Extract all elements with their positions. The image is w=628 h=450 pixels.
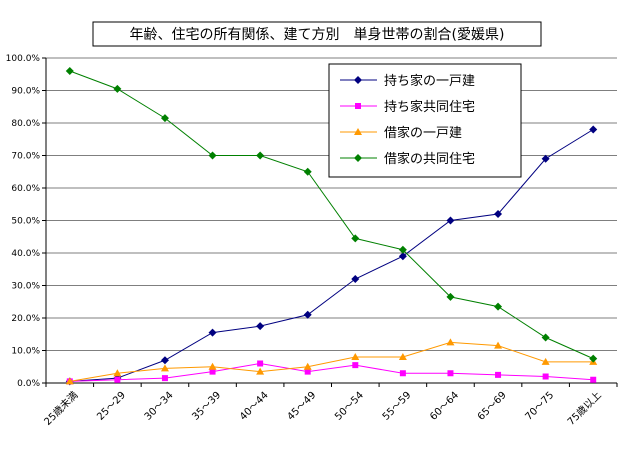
data-point: [542, 373, 549, 380]
legend-item: 持ち家共同住宅: [340, 99, 475, 115]
data-point: [209, 368, 216, 375]
y-tick-label: 80.0%: [11, 119, 40, 129]
data-point: [208, 151, 217, 160]
x-tick-label: 25歳未満: [42, 389, 81, 428]
series-line: [69, 70, 594, 360]
y-tick-label: 70.0%: [11, 152, 40, 162]
data-point: [351, 234, 360, 243]
data-point: [590, 376, 597, 383]
x-tick-label: 30～34: [143, 390, 176, 423]
data-point: [541, 357, 550, 365]
data-point: [352, 362, 359, 369]
legend-swatch-marker: [355, 103, 361, 109]
data-point: [256, 367, 265, 375]
data-point: [208, 362, 217, 370]
legend-label: 持ち家の一戸建: [384, 73, 475, 89]
data-point: [114, 376, 121, 383]
data-point: [256, 322, 265, 331]
x-tick-label: 50～54: [333, 390, 366, 423]
y-tick-label: 40.0%: [11, 249, 40, 259]
data-point: [398, 245, 407, 254]
legend-item: 借家の一戸建: [340, 125, 462, 141]
y-tick-labels: 0.0% 10.0% 20.0% 30.0% 40.0% 50.0% 60.0% 70.0% 8…: [6, 54, 41, 389]
data-point: [494, 302, 503, 311]
series-line: [69, 362, 594, 382]
y-tick-label: 20.0%: [11, 314, 40, 324]
x-tick-label: 75歳以上: [565, 389, 604, 428]
y-tick-label: 100.0%: [6, 54, 41, 64]
data-point: [65, 67, 74, 75]
data-point: [398, 252, 407, 261]
data-point: [541, 154, 550, 163]
data-point: [494, 341, 503, 349]
x-tick-label: 70～75: [523, 390, 556, 423]
data-point: [113, 369, 122, 377]
data-point: [303, 362, 312, 370]
x-tick-label: 60～64: [428, 390, 461, 423]
data-point: [160, 356, 169, 365]
y-tick-label: 90.0%: [11, 87, 40, 97]
legend-swatch-marker: [354, 154, 362, 162]
x-tick-label: 35～39: [190, 390, 223, 423]
y-tick-label: 0.0%: [17, 379, 40, 389]
data-point: [446, 338, 455, 346]
data-point: [304, 368, 311, 375]
data-point: [351, 275, 360, 283]
series-1: [65, 125, 598, 386]
chart-title: 年齢、住宅の所有関係、建て方別 単身世帯の割合(愛媛県): [92, 21, 542, 47]
y-tick-label: 60.0%: [11, 184, 40, 194]
title-text: 年齢、住宅の所有関係、建て方別 単身世帯の割合(愛媛県): [130, 26, 505, 43]
data-point: [446, 292, 455, 301]
data-point: [447, 370, 454, 377]
data-point: [65, 377, 74, 385]
y-tick-label: 50.0%: [11, 217, 40, 227]
x-tick-label: 55～59: [381, 390, 414, 423]
legend-label: 借家の共同住宅: [384, 151, 475, 167]
series: [65, 67, 598, 386]
legend-item: 持ち家の一戸建: [340, 73, 475, 89]
x-tick-label: 65～69: [476, 390, 509, 423]
legend-item: 借家の共同住宅: [340, 151, 475, 167]
data-point: [398, 353, 407, 360]
axes: [45, 58, 618, 387]
data-point: [446, 216, 455, 225]
data-point: [589, 125, 598, 134]
data-point: [303, 310, 312, 319]
data-point: [399, 370, 406, 377]
x-tick-label: 25～29: [95, 390, 128, 423]
data-point: [208, 328, 217, 337]
series-3: [65, 338, 598, 385]
series-2: [66, 360, 597, 385]
data-point: [494, 210, 503, 218]
data-point: [256, 151, 265, 160]
data-point: [161, 375, 168, 382]
x-tick-labels: 25歳未満 25～29 30～34 35～39 40～44 45～49 50～54 55～59…: [42, 389, 604, 428]
series-4: [65, 67, 598, 363]
legend-swatch-marker: [354, 76, 362, 84]
data-point: [495, 371, 502, 378]
data-point: [257, 360, 264, 367]
data-point: [351, 353, 360, 360]
data-point: [160, 114, 169, 123]
y-tick-label: 10.0%: [11, 347, 40, 357]
series-line: [69, 129, 594, 382]
series-line: [69, 341, 594, 382]
legend-label: 持ち家共同住宅: [384, 99, 475, 115]
legend-swatch-marker: [354, 128, 362, 135]
legend-label: 借家の一戸建: [384, 125, 462, 141]
data-point: [541, 333, 550, 342]
data-point: [160, 364, 169, 372]
data-point: [113, 84, 122, 93]
y-tick-label: 30.0%: [11, 282, 40, 292]
x-tick-label: 45～49: [286, 390, 319, 423]
data-point: [303, 167, 312, 176]
x-tick-label: 40～44: [238, 390, 271, 423]
data-point: [589, 354, 598, 363]
title-box: [92, 21, 542, 47]
